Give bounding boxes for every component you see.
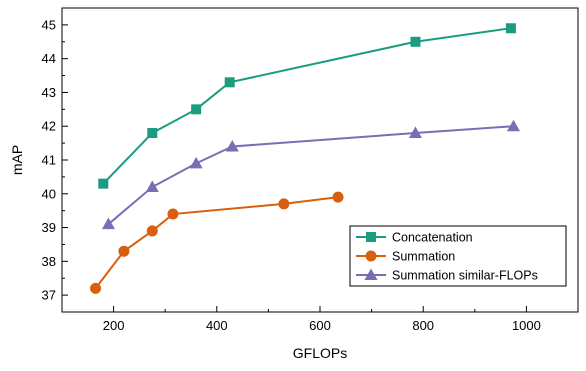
y-tick-label: 42 bbox=[42, 119, 56, 134]
data-point bbox=[146, 225, 158, 237]
x-tick-label: 400 bbox=[206, 318, 228, 333]
series-line bbox=[102, 27, 512, 185]
data-point bbox=[278, 198, 290, 210]
y-axis-label: mAP bbox=[9, 145, 25, 175]
series-line bbox=[94, 196, 339, 289]
series-line bbox=[107, 125, 514, 225]
data-point bbox=[224, 77, 235, 88]
data-point bbox=[410, 36, 421, 47]
x-tick-label: 1000 bbox=[512, 318, 541, 333]
data-point bbox=[167, 208, 179, 220]
y-tick-label: 40 bbox=[42, 186, 56, 201]
data-point bbox=[90, 282, 102, 294]
x-tick-label: 200 bbox=[103, 318, 125, 333]
y-tick-label: 38 bbox=[42, 254, 56, 269]
y-tick-label: 44 bbox=[42, 51, 56, 66]
y-tick-label: 37 bbox=[42, 288, 56, 303]
y-tick-label: 45 bbox=[42, 17, 56, 32]
x-tick-label: 800 bbox=[412, 318, 434, 333]
data-point bbox=[225, 139, 239, 152]
data-point bbox=[507, 119, 520, 132]
data-point bbox=[408, 126, 422, 138]
legend-marker bbox=[364, 268, 378, 280]
plot-area: 200 400 600 800 1000 37 38 39 40 41 42 43 44 45 bbox=[42, 7, 579, 333]
legend-label: Summation similar-FLOPs bbox=[392, 269, 538, 283]
y-tick-label: 41 bbox=[42, 153, 56, 168]
data-point bbox=[118, 245, 130, 257]
series-concatenation bbox=[98, 23, 516, 189]
series-summation-similar-flops bbox=[101, 119, 520, 230]
data-point bbox=[332, 191, 344, 203]
data-point bbox=[98, 178, 109, 189]
data-point bbox=[145, 180, 159, 193]
series-summation bbox=[90, 191, 344, 294]
data-point bbox=[191, 104, 202, 115]
legend-label: Concatenation bbox=[392, 231, 473, 245]
legend-marker bbox=[365, 250, 377, 262]
data-point bbox=[189, 156, 203, 169]
y-tick-label: 39 bbox=[42, 220, 56, 235]
data-point bbox=[505, 23, 516, 34]
data-point bbox=[147, 127, 158, 138]
legend: Concatenation Summation Summation similar-… bbox=[349, 225, 567, 287]
legend-marker bbox=[366, 232, 376, 242]
x-tick-label: 600 bbox=[309, 318, 331, 333]
legend-label: Summation bbox=[392, 250, 455, 264]
y-tick-label: 43 bbox=[42, 85, 56, 100]
data-point bbox=[101, 217, 115, 230]
x-axis-label: GFLOPs bbox=[293, 345, 347, 361]
